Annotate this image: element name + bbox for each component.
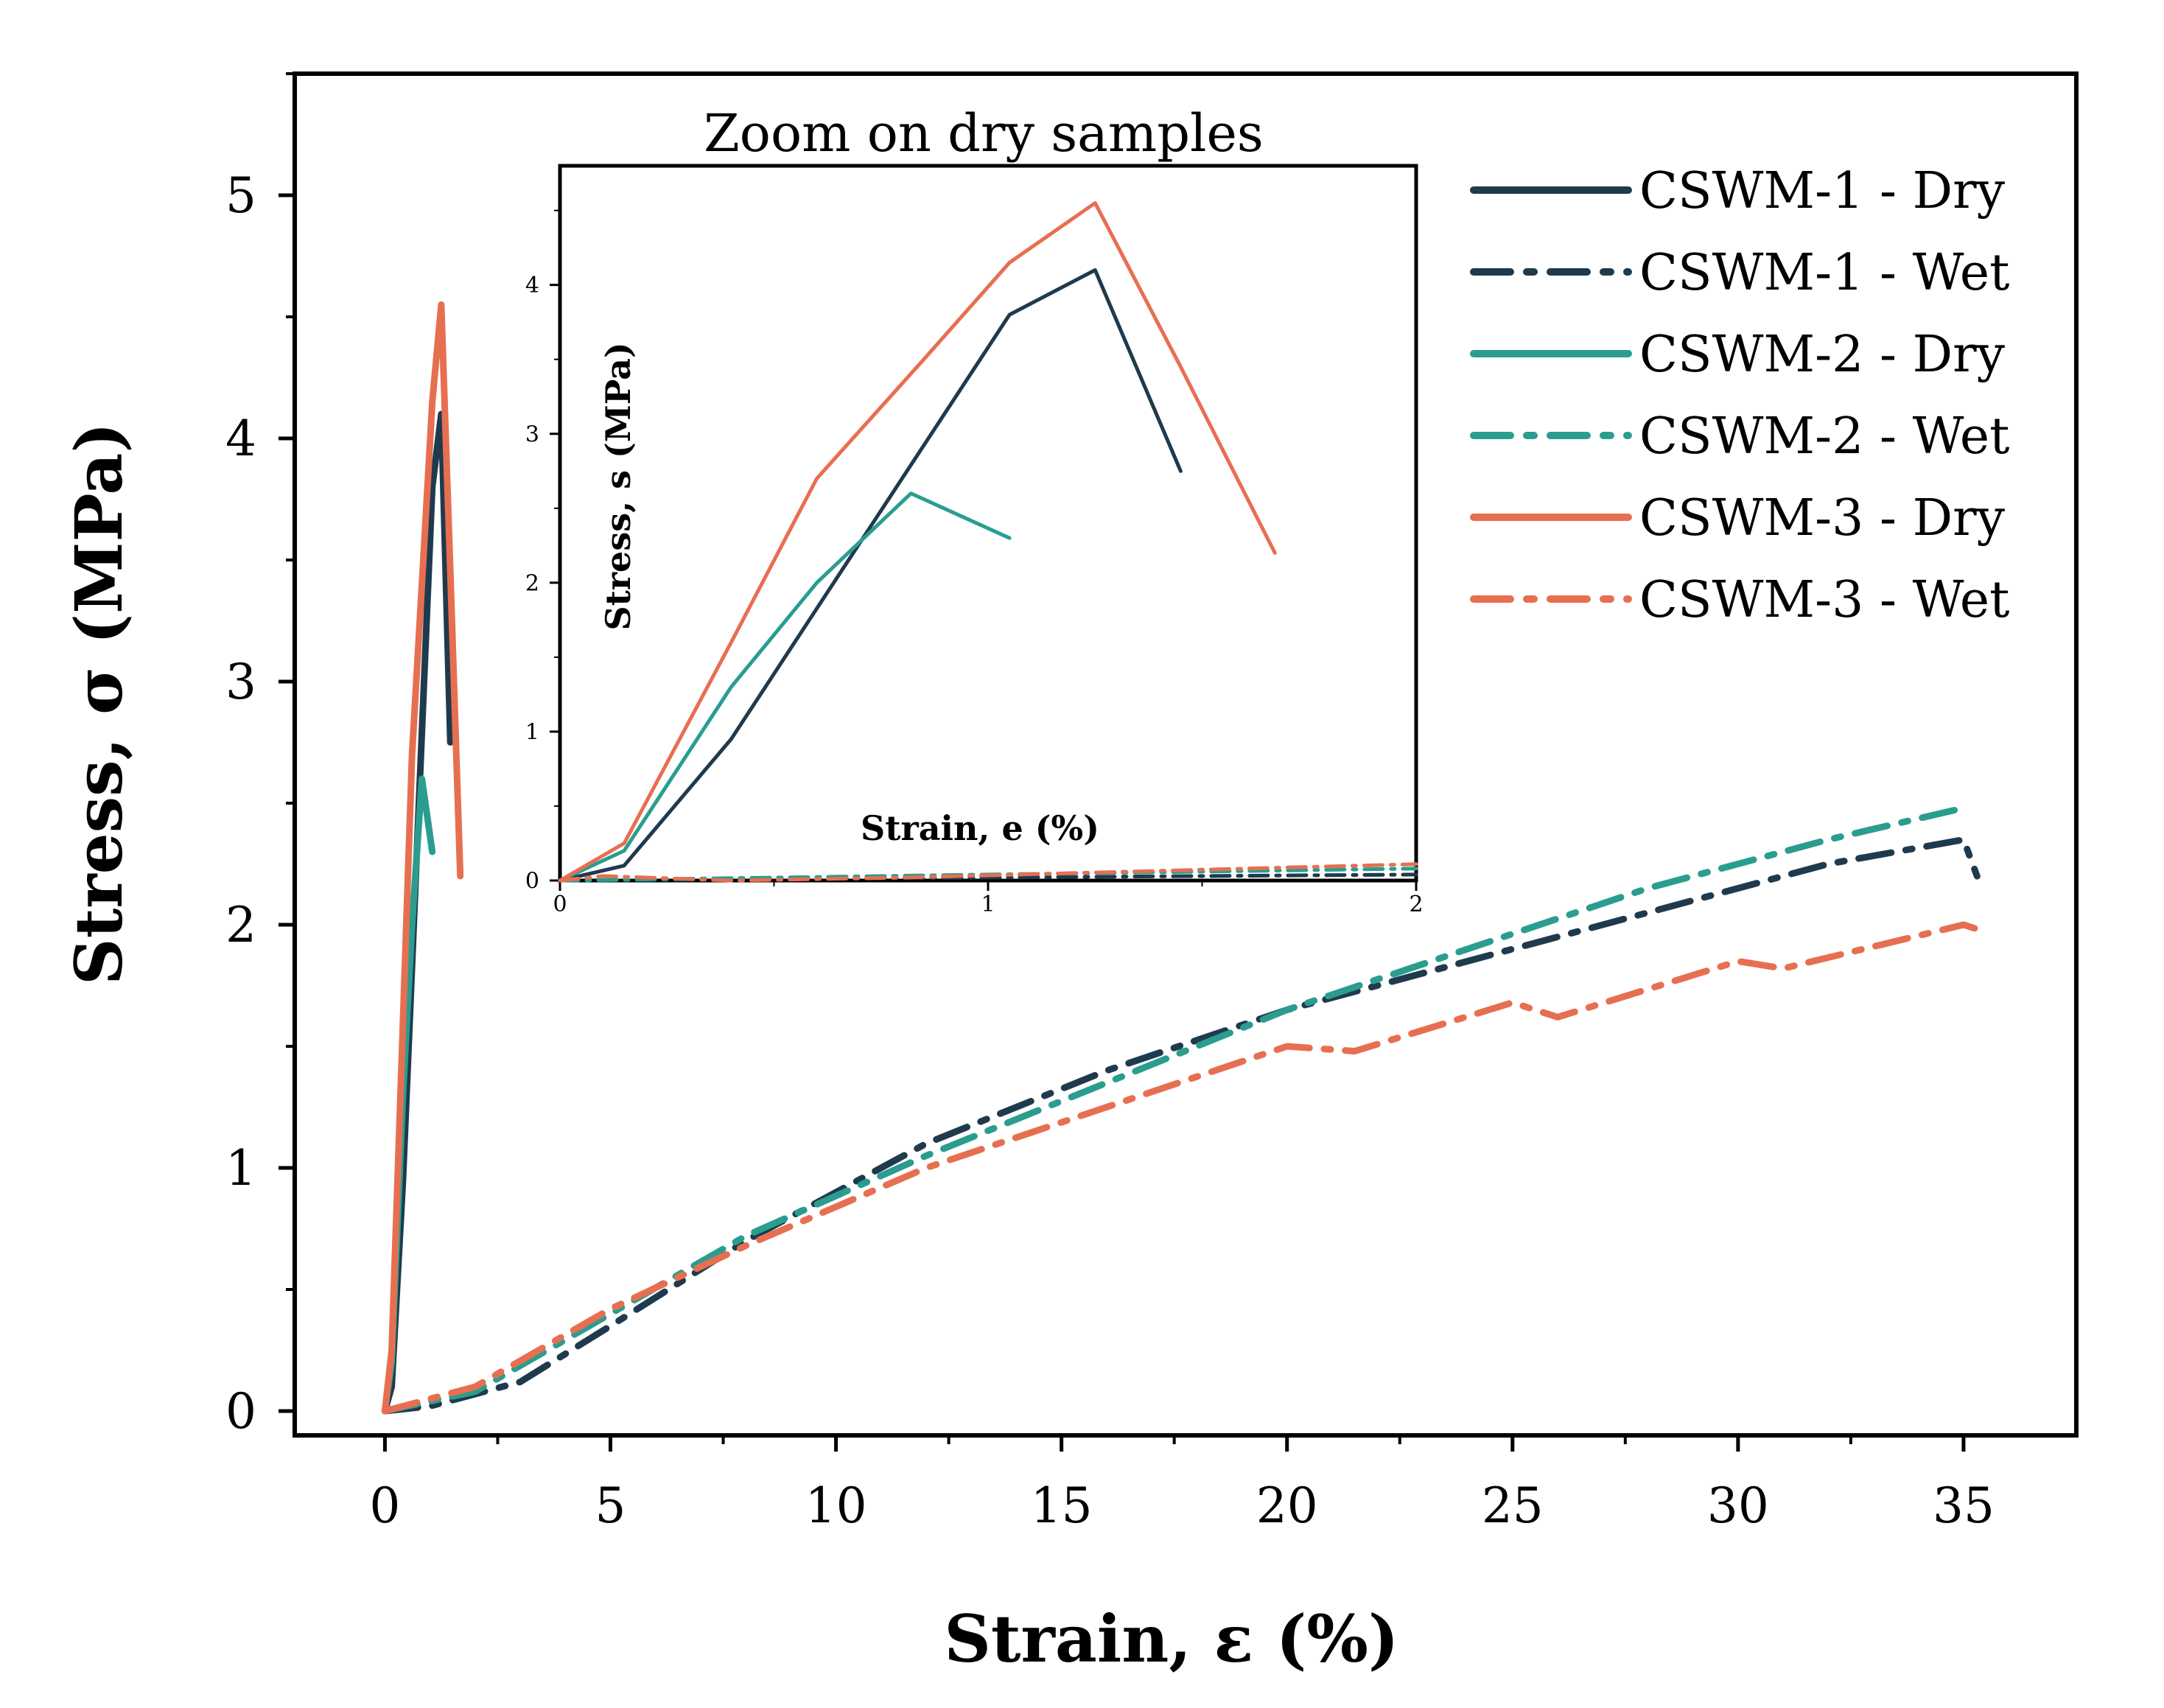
main-series-cswm-2-wet [381,805,1967,1415]
inset-y-axis-label: Stress, s (MPa) [598,342,638,630]
legend-entry-label: CSWM-1 - Wet [1639,244,2010,302]
inset-series-cswm-1-dry [558,268,1183,883]
legend-entry-label: CSWM-1 - Dry [1639,162,2006,220]
inset-y-tick-label: 0 [525,869,539,895]
main-x-tick-label: 25 [1482,1477,1544,1534]
main-y-tick-label: 1 [225,1140,256,1197]
main-x-tick-label: 0 [369,1477,400,1534]
inset-marks: 0 1 2 0 1 2 3 4 [525,201,1424,917]
main-y-tick-label: 3 [225,654,256,710]
inset-y-tick-label: 4 [525,273,539,298]
main-x-tick-label: 30 [1707,1477,1769,1534]
main-plot-frame [293,71,2079,1438]
legend-entry-label: CSWM-3 - Wet [1639,571,2010,629]
inset-plot-frame [558,164,1418,883]
main-x-tick-label: 15 [1031,1477,1093,1534]
inset-series-cswm-3-dry [558,201,1277,883]
inset-y-tick-label: 2 [525,570,539,596]
main-series-cswm-3-wet [381,921,1990,1415]
main-y-tick-label: 5 [225,167,256,224]
main-x-tick-label: 10 [805,1477,867,1534]
inset-series-cswm-3-wet [558,862,1418,883]
main-x-tick-label: 35 [1933,1477,1995,1534]
main-y-axis-label: Stress, σ (MPa) [60,422,137,985]
main-x-tick-label: 5 [595,1477,626,1534]
main-y-tick-label: 2 [225,897,256,953]
inset-title: Zoom on dry samples [704,103,1264,164]
chart-legend: CSWM-1 - Dry CSWM-1 - Wet CSWM-2 - Dry CSWM… [1470,162,2010,629]
legend-entry-label: CSWM-2 - Dry [1639,326,2006,384]
main-y-tick-label: 0 [225,1383,256,1440]
main-y-tick-label: 4 [225,410,256,467]
inset-y-tick-label: 3 [525,421,539,447]
legend-entry-label: CSWM-2 - Wet [1639,407,2010,466]
inset-x-tick-label: 0 [553,892,567,917]
inset-x-axis-label: Strain, e (%) [861,808,1099,848]
main-x-tick-label: 20 [1256,1477,1318,1534]
inset-x-tick-label: 2 [1409,892,1423,917]
main-series-cswm-1-wet [381,836,1981,1415]
inset-x-tick-label: 1 [981,892,995,917]
legend-entry-label: CSWM-3 - Dry [1639,489,2006,547]
main-x-axis-label: Strain, ε (%) [944,1600,1398,1677]
inset-series-cswm-2-dry [558,491,1012,883]
inset-y-tick-label: 1 [525,719,539,745]
main-series-cswm-3-dry [381,301,464,1415]
